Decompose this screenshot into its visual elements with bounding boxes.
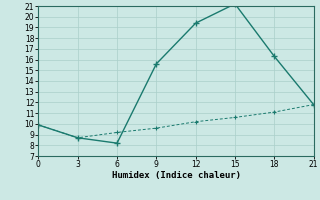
X-axis label: Humidex (Indice chaleur): Humidex (Indice chaleur): [111, 171, 241, 180]
